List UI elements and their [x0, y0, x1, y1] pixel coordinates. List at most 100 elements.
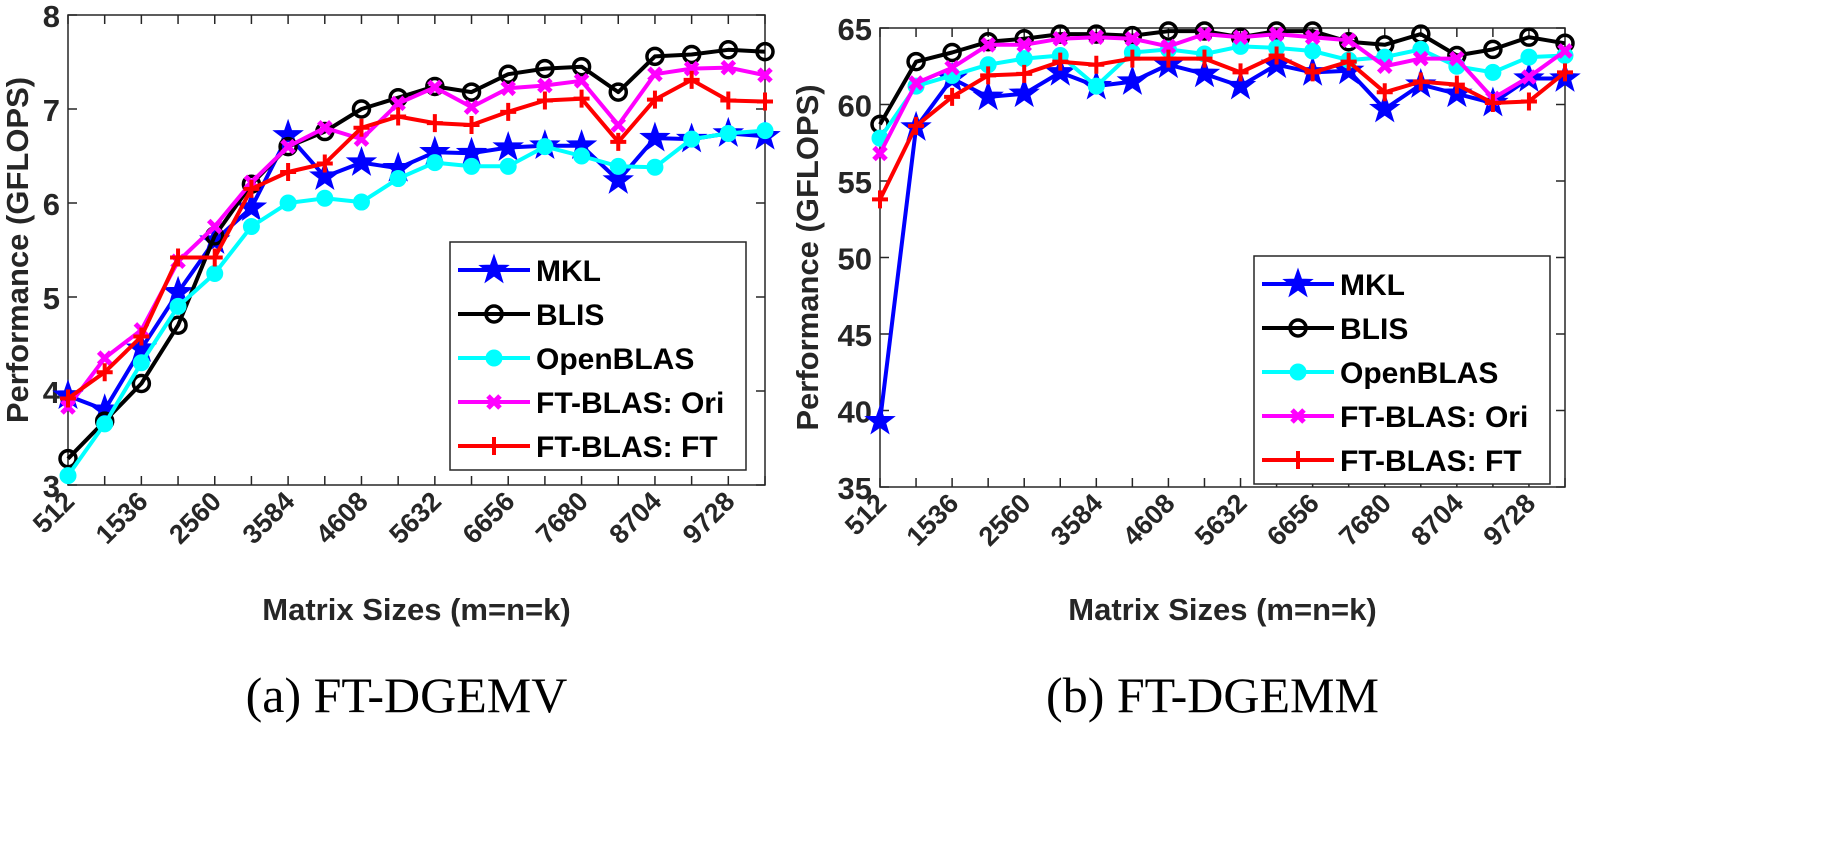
data-point [316, 189, 334, 207]
legend-label: FT-BLAS: FT [536, 431, 718, 464]
data-point [864, 404, 896, 435]
data-point [1194, 21, 1215, 41]
data-point [573, 147, 591, 165]
data-point [1266, 21, 1287, 41]
data-point [639, 121, 671, 152]
data-point [1088, 29, 1105, 45]
x-tick-label: 2560 [973, 488, 1037, 552]
x-tick-label: 4608 [1117, 488, 1181, 552]
x-tick-label: 7680 [1333, 488, 1397, 552]
legend-a: MKL BLIS OpenBLAS FT-BLAS: Ori FT-BLAS: FT [449, 241, 747, 471]
legend-item: MKL [458, 253, 601, 288]
data-point [1052, 30, 1069, 47]
chart-a: 3 4 5 6 7 8 512 1536 2560 3584 4608 5632 6656 7680 87… [0, 0, 781, 723]
legend-label: MKL [536, 255, 601, 288]
data-point [498, 64, 518, 84]
data-point [1044, 55, 1076, 86]
x-tick-label: 3584 [1045, 488, 1109, 552]
data-point [1412, 72, 1429, 91]
data-point [427, 79, 443, 96]
data-point [1052, 52, 1069, 71]
data-point [942, 42, 962, 63]
y-tick-label: 40 [838, 395, 872, 430]
data-point [426, 154, 444, 172]
y-axis-label-a: Performance (GFLOPS) [0, 77, 35, 423]
data-point [426, 114, 443, 133]
data-point [535, 58, 555, 79]
data-point [168, 315, 188, 335]
data-point [1340, 52, 1357, 71]
data-point [1484, 63, 1502, 81]
legend-marker-icon [478, 253, 510, 284]
data-point [872, 190, 888, 209]
legend-label: BLIS [536, 299, 604, 332]
legend-label: FT-BLAS: Ori [1340, 401, 1528, 434]
legend-marker-icon [1288, 318, 1308, 338]
data-point [978, 32, 998, 52]
data-point [1519, 27, 1539, 47]
legend-item: MKL [1262, 267, 1405, 302]
data-point [389, 170, 407, 188]
data-point [537, 77, 553, 94]
legend-marker-icon [486, 394, 502, 410]
caption-b: (b) FT-DGEMM [1046, 667, 1379, 723]
data-point [1160, 38, 1177, 55]
data-point [906, 51, 926, 72]
data-point [351, 99, 372, 119]
data-point [980, 37, 996, 53]
legend-label: FT-BLAS: FT [1340, 445, 1522, 478]
data-point [461, 82, 482, 102]
data-point [1376, 58, 1393, 75]
x-tick-label: 512 [27, 486, 80, 539]
legend-marker-icon [1282, 267, 1314, 298]
data-point [1158, 21, 1179, 41]
data-point [646, 90, 663, 109]
data-point [1196, 26, 1213, 42]
data-point [353, 118, 370, 137]
data-point [1376, 83, 1393, 102]
y-tick-label: 4 [43, 375, 61, 410]
data-point [757, 67, 773, 83]
x-tick-label: 8704 [1405, 488, 1469, 552]
data-point [609, 157, 627, 175]
data-point [316, 154, 333, 173]
legend-label: BLIS [1340, 313, 1408, 346]
data-point [944, 87, 961, 106]
data-point [683, 60, 700, 77]
data-point [317, 120, 333, 136]
data-point [536, 91, 553, 110]
data-point [59, 467, 77, 485]
data-point [1448, 75, 1465, 94]
data-point [131, 373, 152, 394]
data-point [1369, 92, 1401, 123]
data-point [1304, 29, 1321, 45]
y-tick-label: 55 [838, 165, 872, 200]
data-point [132, 354, 150, 372]
data-point [646, 158, 664, 176]
series-ft-blas-ft [872, 46, 1573, 209]
data-point [645, 46, 665, 67]
data-point [170, 248, 187, 267]
data-point [243, 179, 260, 198]
data-point [1449, 50, 1465, 67]
y-tick-label: 45 [838, 318, 872, 353]
y-tick-label: 8 [43, 0, 60, 34]
legend-item: OpenBLAS [458, 343, 694, 376]
data-point [908, 116, 925, 135]
data-point [1520, 92, 1537, 111]
data-point [1124, 30, 1141, 47]
legend-item: BLIS [1262, 313, 1408, 346]
data-point [1521, 69, 1537, 85]
data-point [608, 82, 629, 102]
legend-marker-icon [1290, 451, 1306, 469]
data-point [1483, 39, 1503, 60]
legend-item: FT-BLAS: FT [458, 431, 718, 464]
data-point [718, 40, 739, 60]
x-tick-label: 6656 [457, 486, 521, 550]
legend-item: FT-BLAS: Ori [1262, 401, 1528, 434]
series-ft-blas-ori [872, 26, 1573, 162]
x-tick-label: 9728 [677, 486, 741, 550]
data-point [536, 138, 554, 156]
legend-b: MKL BLIS OpenBLAS FT-BLAS: Ori FT-BLAS: FT [1253, 255, 1551, 485]
data-point [1124, 49, 1141, 68]
